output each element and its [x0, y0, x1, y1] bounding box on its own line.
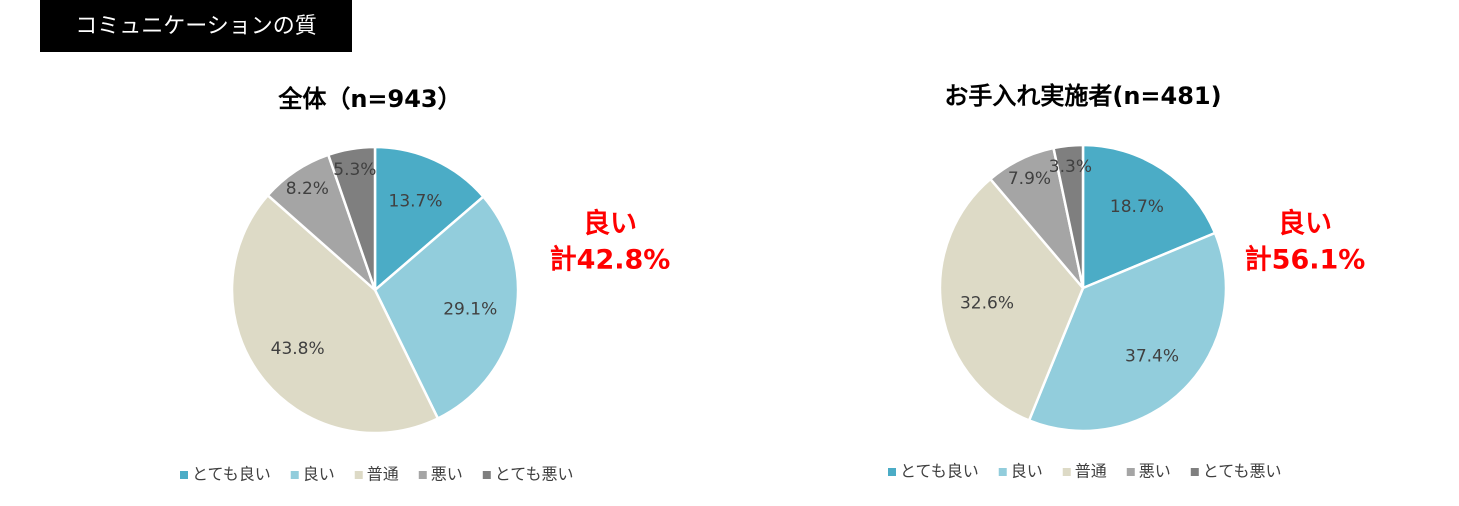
annotation: 計56.1%: [1245, 244, 1366, 276]
legend-swatch: [290, 471, 299, 479]
legend-label: 普通: [367, 465, 399, 484]
legend-label: とても良い: [192, 465, 271, 484]
header-bg: [40, 0, 352, 52]
header-title: コミュニケーションの質: [75, 14, 317, 39]
pie-slice: [373, 145, 486, 293]
chart-title: お手入れ実施者(n=481): [944, 82, 1221, 110]
legend-label: 悪い: [431, 465, 463, 484]
legend-label: 良い: [303, 465, 335, 484]
value-label: 32.6%: [960, 293, 1014, 313]
value-label: 8.2%: [286, 179, 329, 199]
legend-label: とても悪い: [495, 465, 574, 484]
value-label: 3.3%: [1049, 157, 1092, 177]
pie-slice: [230, 193, 440, 435]
legend-label: とても良い: [900, 462, 979, 481]
chart-title: 全体（n=943）: [277, 85, 461, 113]
legend-swatch: [1190, 468, 1199, 476]
value-label: 18.7%: [1110, 197, 1164, 217]
annotation: 良い: [583, 208, 637, 240]
value-label: 5.3%: [333, 160, 376, 180]
pie-slice: [326, 145, 377, 291]
legend-swatch: [1126, 468, 1135, 476]
legend-swatch: [888, 468, 896, 476]
legend-label: 良い: [1011, 462, 1043, 481]
legend-swatch: [482, 471, 491, 479]
legend-swatch: [180, 471, 188, 479]
legend-swatch: [418, 471, 427, 479]
value-label: 43.8%: [271, 339, 325, 359]
value-label: 29.1%: [443, 300, 497, 320]
legend-swatch: [1062, 468, 1071, 476]
pie-slice: [1081, 143, 1217, 290]
legend-label: 悪い: [1139, 462, 1171, 481]
legend-swatch: [998, 468, 1007, 476]
value-label: 37.4%: [1125, 346, 1179, 366]
value-label: 13.7%: [389, 192, 443, 212]
pie-slice: [1052, 143, 1085, 289]
annotation: 良い: [1278, 208, 1332, 240]
value-label: 7.9%: [1008, 169, 1051, 189]
legend-label: 普通: [1075, 462, 1107, 481]
legend-swatch: [354, 471, 363, 479]
pie-slice: [1027, 231, 1228, 433]
annotation: 計42.8%: [550, 244, 671, 276]
pie-slice: [938, 177, 1085, 423]
legend-label: とても悪い: [1203, 462, 1282, 481]
